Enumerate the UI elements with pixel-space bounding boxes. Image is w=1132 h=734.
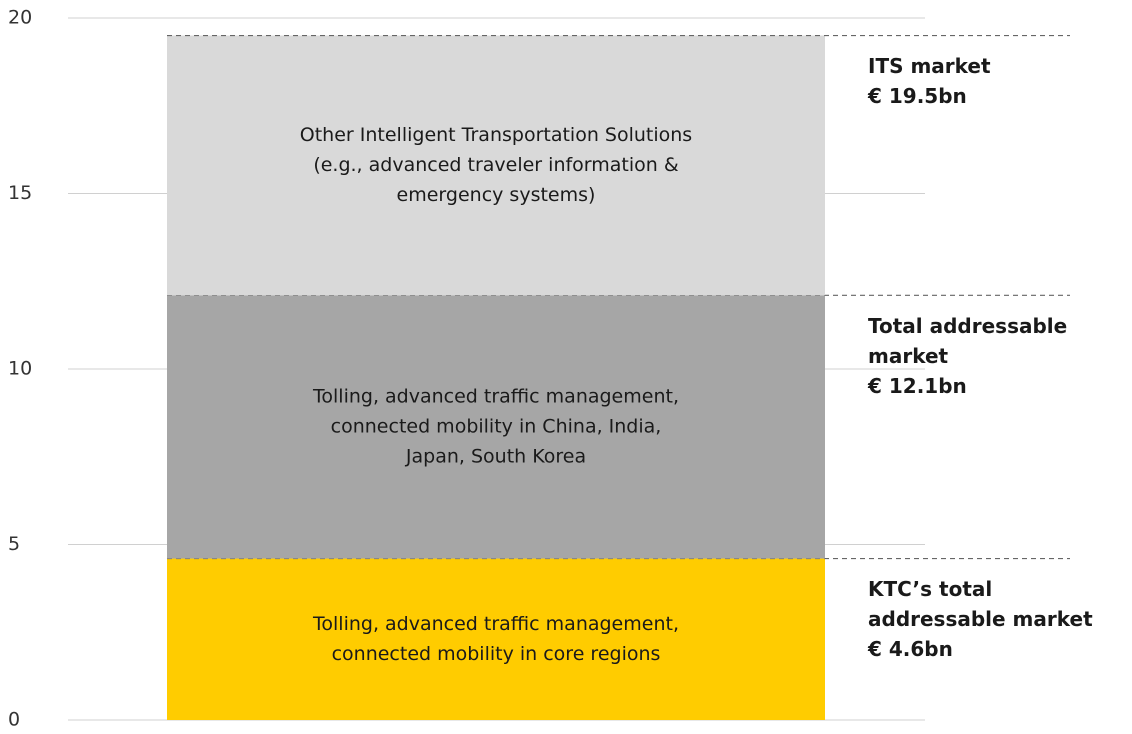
annotation: market: [868, 344, 949, 368]
bar-segment: [167, 35, 825, 296]
segment-label: Japan, South Korea: [405, 445, 586, 467]
annotation: € 19.5bn: [867, 84, 967, 108]
y-tick-label: 15: [8, 182, 32, 204]
y-tick-label: 0: [8, 709, 20, 731]
bar-segment: [167, 295, 825, 559]
segment-label: connected mobility in core regions: [332, 643, 661, 665]
annotation: ITS market: [868, 54, 991, 78]
segment-label: Tolling, advanced traffic management,: [312, 385, 679, 407]
segment-label: Tolling, advanced traffic management,: [312, 613, 679, 635]
y-tick-label: 20: [8, 7, 32, 29]
segment-label: (e.g., advanced traveler information &: [313, 154, 679, 176]
annotation: € 12.1bn: [867, 374, 967, 398]
annotation: € 4.6bn: [867, 637, 953, 661]
annotation: KTC’s total: [868, 577, 992, 601]
y-tick-label: 5: [8, 533, 20, 555]
segment-label: Other Intelligent Transportation Solutio…: [300, 124, 692, 146]
annotation: addressable market: [868, 607, 1093, 631]
segment-label: connected mobility in China, India,: [331, 415, 662, 437]
annotation: Total addressable: [868, 314, 1067, 338]
segment-label: emergency systems): [397, 184, 596, 206]
y-tick-label: 10: [8, 358, 32, 380]
bar-segment: [167, 558, 825, 720]
